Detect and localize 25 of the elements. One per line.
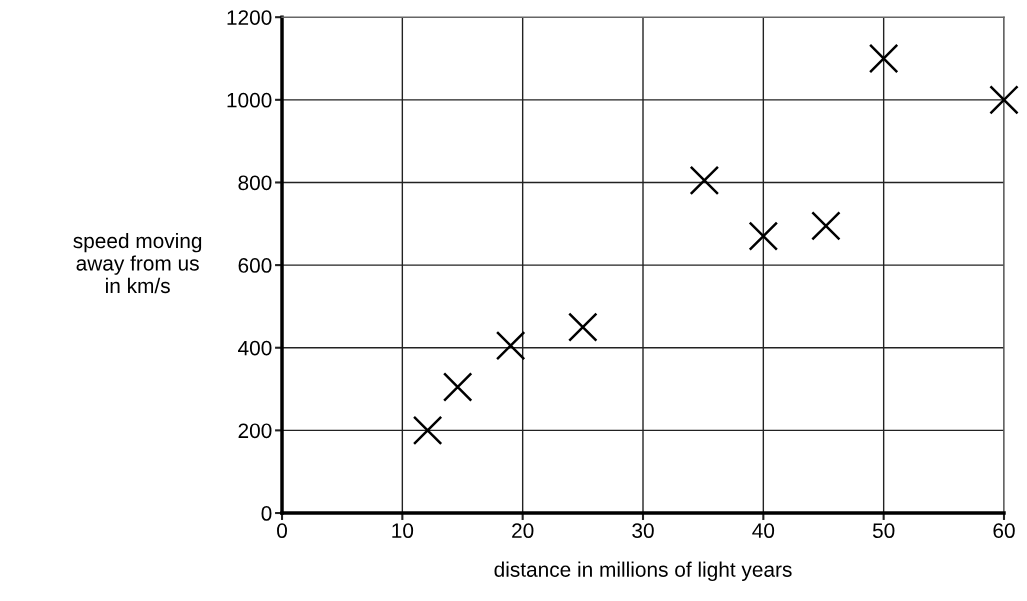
point <box>748 221 779 251</box>
point <box>412 415 443 446</box>
y-tick-label: 600 <box>238 258 272 273</box>
x-axis-title: distance in millions of light years <box>494 561 792 582</box>
point <box>495 330 526 361</box>
x-tick-label: 60 <box>993 523 1015 539</box>
x-tick-label: 50 <box>872 523 895 539</box>
y-axis-title: speed moving away from us in km/s <box>73 232 202 294</box>
y-tick-label: 400 <box>238 340 272 356</box>
point <box>811 211 841 241</box>
x-tick-label: 40 <box>752 523 775 539</box>
y-tick-label: 1200 <box>227 10 272 25</box>
point <box>689 165 720 196</box>
x-tick-label: 20 <box>512 523 534 539</box>
point <box>989 85 1019 115</box>
y-tick-label: 1000 <box>227 92 272 108</box>
y-tick-label: 200 <box>238 423 272 439</box>
x-tick-label: 10 <box>392 523 414 539</box>
point <box>568 312 598 342</box>
y-tick-label: 0 <box>261 506 272 521</box>
y-tick-label: 800 <box>238 175 272 191</box>
x-tick-label: 0 <box>277 523 287 539</box>
x-tick-label: 30 <box>632 523 654 539</box>
point <box>868 43 899 74</box>
point <box>442 372 473 402</box>
